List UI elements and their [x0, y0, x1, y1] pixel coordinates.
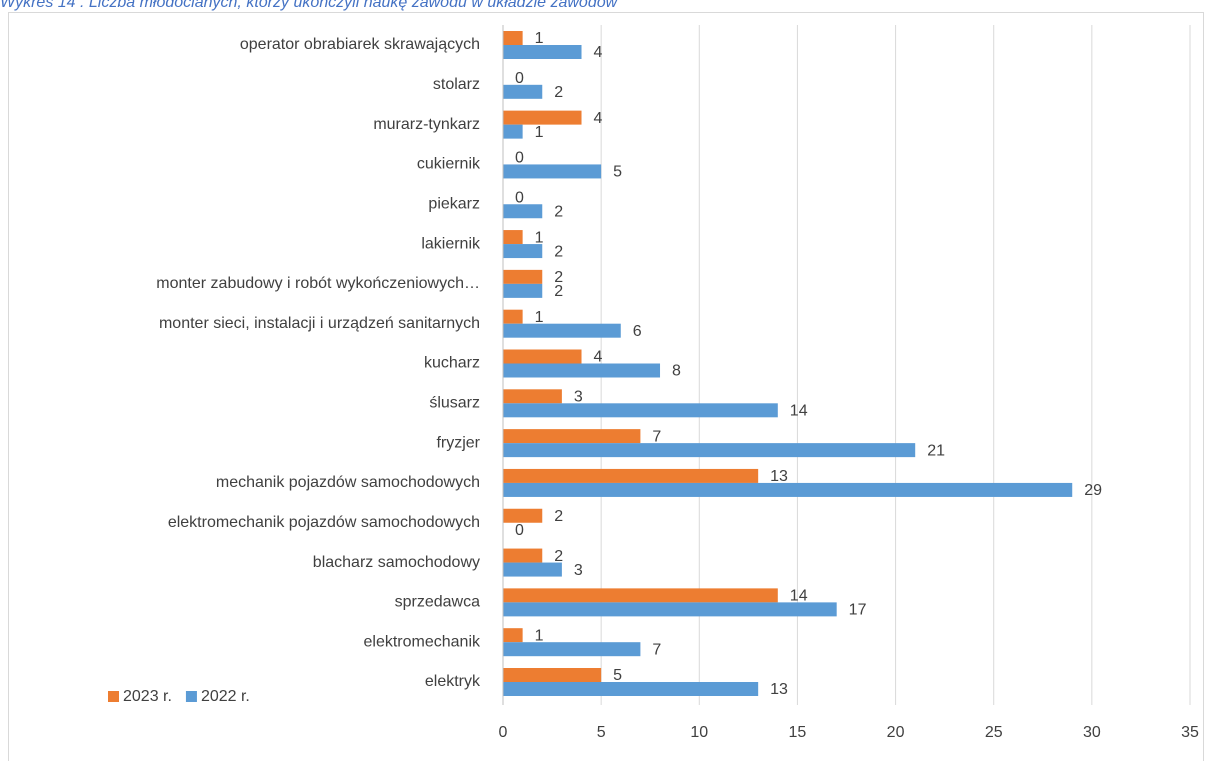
bar	[503, 31, 523, 45]
bar	[503, 403, 778, 418]
x-tick-label: 35	[1181, 724, 1199, 741]
data-label: 2	[554, 283, 563, 300]
x-tick-label: 15	[789, 724, 807, 741]
data-label: 1	[535, 30, 544, 47]
data-label: 14	[790, 588, 808, 605]
data-label: 2	[554, 243, 563, 260]
bar	[503, 110, 582, 125]
x-tick-label: 0	[499, 724, 508, 741]
data-label: 0	[515, 70, 524, 87]
x-tick-label: 25	[985, 724, 1003, 741]
y-tick-label: elektromechanik	[364, 633, 482, 650]
bar	[503, 642, 641, 657]
bar	[503, 628, 523, 643]
data-label: 29	[1084, 482, 1102, 499]
y-tick-label: sprzedawca	[395, 594, 480, 611]
chart-frame	[8, 12, 1204, 761]
data-label: 1	[535, 124, 544, 141]
data-label: 8	[672, 363, 681, 380]
bar	[503, 283, 543, 298]
data-label: 4	[594, 349, 603, 366]
data-label: 21	[927, 442, 945, 459]
bar	[503, 443, 916, 458]
y-tick-label: fryzjer	[436, 434, 480, 451]
y-tick-label: monter zabudowy i robót wykończeniowych…	[156, 275, 480, 292]
data-label: 1	[535, 309, 544, 326]
x-tick-label: 5	[597, 724, 606, 741]
data-label: 1	[535, 229, 544, 246]
data-label: 0	[515, 189, 524, 206]
data-label: 13	[770, 681, 788, 698]
data-label: 2	[554, 508, 563, 525]
y-tick-label: lakiernik	[421, 235, 481, 252]
y-tick-label: elektromechanik pojazdów samochodowych	[168, 514, 480, 531]
bar	[503, 84, 543, 99]
bar	[503, 323, 621, 338]
data-label: 1	[535, 627, 544, 644]
bar	[503, 602, 837, 617]
bar	[503, 269, 543, 284]
y-tick-label: elektryk	[425, 673, 481, 690]
bar	[503, 562, 562, 577]
legend-label: 2022 r.	[201, 688, 250, 705]
data-label: 13	[770, 468, 788, 485]
data-label: 7	[652, 641, 661, 658]
data-label: 0	[515, 522, 524, 539]
bar	[503, 244, 543, 259]
bar	[503, 363, 661, 378]
data-label: 14	[790, 403, 808, 420]
data-label: 3	[574, 562, 583, 579]
data-label: 7	[652, 428, 661, 445]
data-label: 5	[613, 667, 622, 684]
legend-label: 2023 r.	[123, 688, 172, 705]
y-tick-label: mechanik pojazdów samochodowych	[216, 474, 480, 491]
y-tick-label: murarz-tynkarz	[373, 116, 480, 133]
bar	[503, 164, 602, 179]
data-label: 3	[574, 389, 583, 406]
y-tick-label: stolarz	[433, 76, 480, 93]
y-tick-label: kucharz	[424, 355, 480, 372]
y-tick-label: piekarz	[428, 195, 480, 212]
data-label: 2	[554, 269, 563, 286]
data-label: 5	[613, 164, 622, 181]
bar	[503, 309, 523, 324]
data-label: 2	[554, 84, 563, 101]
bar	[503, 682, 759, 696]
y-tick-label: blacharz samochodowy	[313, 554, 480, 571]
data-label: 6	[633, 323, 642, 340]
data-label: 2	[554, 203, 563, 220]
x-tick-label: 20	[887, 724, 905, 741]
bar	[503, 349, 582, 364]
x-tick-label: 10	[690, 724, 708, 741]
bar	[503, 668, 602, 682]
y-tick-label: operator obrabiarek skrawających	[240, 36, 480, 53]
x-tick-label: 30	[1083, 724, 1101, 741]
bar	[503, 508, 543, 523]
data-label: 17	[849, 602, 867, 619]
bar	[503, 429, 641, 444]
bar	[503, 45, 582, 59]
bar	[503, 230, 523, 245]
bar	[503, 482, 1073, 497]
y-tick-label: monter sieci, instalacji i urządzeń sani…	[159, 315, 480, 332]
y-tick-label: ślusarz	[429, 395, 480, 412]
data-label: 4	[594, 44, 603, 61]
bar	[503, 468, 759, 483]
legend-swatch	[108, 691, 119, 702]
legend-swatch	[185, 691, 197, 702]
bar	[503, 548, 543, 563]
chart-title: Wykres 14 . Liczba młodocianych, którzy …	[0, 0, 619, 11]
bar	[503, 389, 562, 404]
bar	[503, 204, 543, 219]
data-label: 0	[515, 150, 524, 167]
y-tick-label: cukiernik	[417, 156, 481, 173]
data-label: 4	[594, 110, 603, 127]
data-label: 2	[554, 548, 563, 565]
bar	[503, 124, 523, 139]
bar	[503, 588, 778, 603]
